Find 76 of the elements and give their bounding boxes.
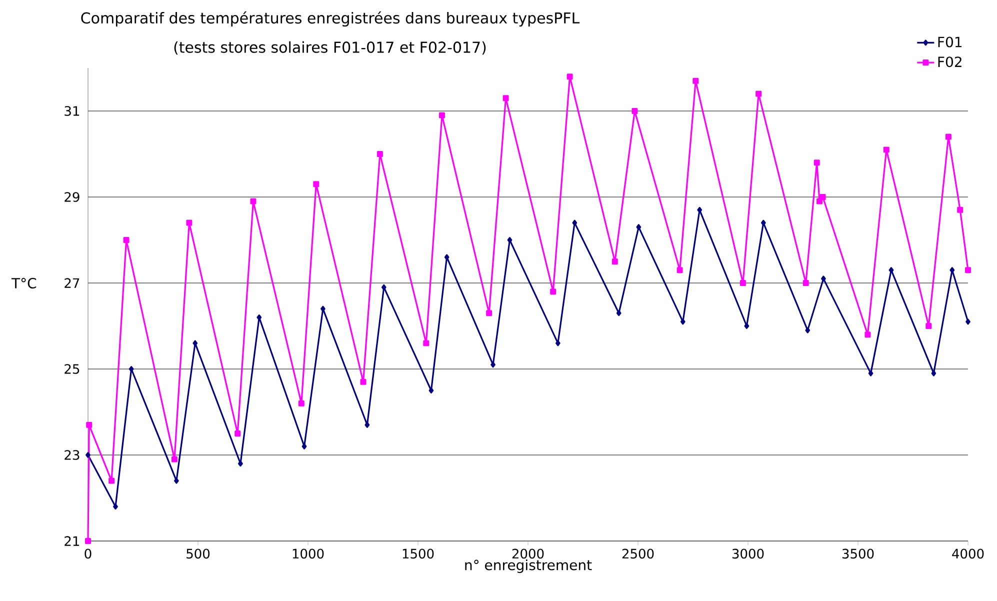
x-tick-label: 3000 [732,548,764,559]
point [171,456,178,462]
point [502,95,509,102]
point [820,194,826,200]
legend-label: F02 [938,56,962,68]
y-tick-label: 29 [64,192,80,202]
chart-title: Comparatif des températures enregistrées dans bureaux typesPFL [81,11,580,27]
point [86,422,92,428]
y-tick-label: 31 [64,106,80,116]
y-tick-label: 25 [64,364,80,374]
point [360,378,366,385]
point [572,220,578,226]
point [234,430,241,436]
point [256,314,262,320]
point [507,237,512,243]
point [555,340,560,346]
x-axis-title: n° enregistrement [465,559,592,573]
point [376,151,383,157]
point [965,267,971,274]
point [945,134,952,140]
x-tick-label: 4000 [952,548,984,559]
point [186,220,192,226]
point [680,318,686,325]
legend-label: F01 [938,36,962,48]
point [113,504,118,510]
point [438,112,445,118]
point [612,258,618,264]
point [616,310,622,316]
point [423,340,430,346]
y-tick-label: 23 [64,450,80,460]
point [123,237,130,243]
point [931,370,936,376]
x-tick-label: 3500 [842,548,874,559]
chart-subtitle: (tests stores solaires F01-017 et F02-017) [174,41,486,55]
x-tick-label: 1000 [292,548,324,559]
point [108,478,115,484]
point [802,280,809,286]
point [744,323,750,329]
point [814,160,820,166]
point [676,267,683,274]
point [864,332,871,338]
point [821,276,826,282]
point [298,400,304,406]
point [250,198,256,204]
point [313,181,320,188]
point [957,206,964,213]
x-tick-label: 500 [186,548,210,559]
x-tick-label: 1500 [402,548,434,559]
point [756,90,762,97]
point [740,280,746,286]
x-tick-label: 0 [84,548,92,559]
point [805,327,810,334]
point [566,74,573,80]
point [486,310,492,316]
point [692,78,699,84]
point [636,224,642,230]
point [632,108,638,114]
point [428,388,434,394]
y-tick-label: 21 [64,536,80,546]
point [868,370,874,376]
point [926,323,932,329]
point [550,288,556,295]
point [490,362,496,368]
point [174,478,179,484]
x-tick-label: 2000 [512,548,544,559]
x-tick-label: 2500 [622,548,654,559]
point [86,452,90,458]
point [128,366,134,372]
point [888,267,894,274]
point [816,198,822,204]
y-axis-title: T°C [11,278,36,289]
y-tick-label: 27 [64,278,80,288]
point [381,284,386,290]
point [966,318,970,325]
point [85,538,91,544]
point [883,146,890,153]
